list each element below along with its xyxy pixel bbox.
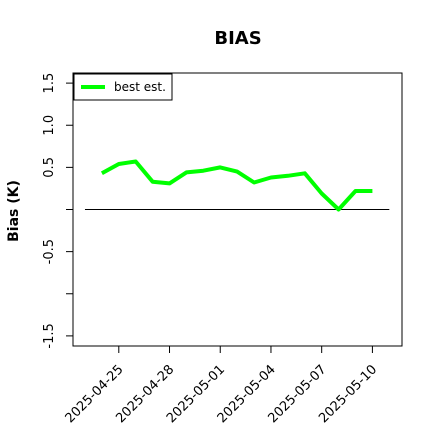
y-tick-label: 1.5 bbox=[42, 73, 57, 94]
data-line bbox=[100, 159, 373, 212]
y-tick-label: 0.5 bbox=[42, 157, 57, 178]
y-tick-label: -0.5 bbox=[42, 239, 57, 264]
y-axis-label: Bias (K) bbox=[6, 180, 22, 242]
chart-title: BIAS bbox=[214, 28, 261, 49]
y-tick-label: -1.5 bbox=[42, 323, 57, 348]
legend-label: best est. bbox=[114, 80, 166, 94]
y-tick-label: 1.0 bbox=[42, 115, 57, 136]
